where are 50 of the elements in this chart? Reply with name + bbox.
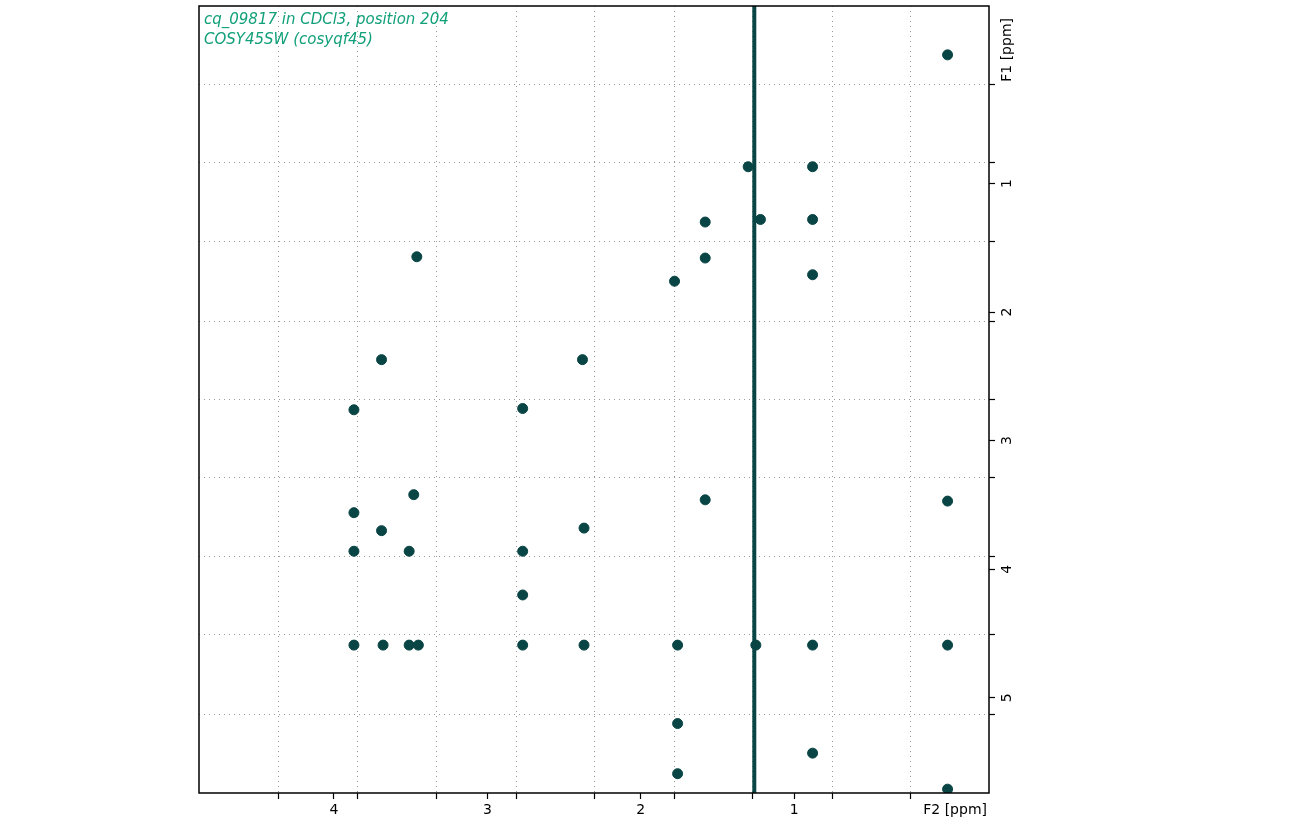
y-tick-label: 2 bbox=[997, 307, 1014, 317]
point bbox=[807, 747, 819, 759]
point bbox=[377, 639, 389, 651]
point bbox=[412, 639, 424, 651]
x-tick-label: 1 bbox=[789, 801, 799, 818]
point bbox=[807, 639, 819, 651]
point bbox=[411, 251, 423, 263]
point bbox=[578, 639, 590, 651]
y-tick-label: 3 bbox=[997, 436, 1014, 446]
y-axis-title: F1 [ppm] bbox=[997, 18, 1014, 82]
point bbox=[942, 495, 954, 507]
point bbox=[403, 639, 415, 651]
y-tick-label: 5 bbox=[997, 693, 1014, 703]
x-tick-label: 4 bbox=[329, 801, 339, 818]
x-axis-title: F2 [ppm] bbox=[923, 800, 987, 817]
point bbox=[699, 494, 711, 506]
point bbox=[942, 639, 954, 651]
point bbox=[807, 161, 819, 173]
point bbox=[577, 354, 588, 366]
point bbox=[942, 783, 954, 793]
point bbox=[517, 403, 529, 414]
point bbox=[669, 275, 681, 287]
point bbox=[750, 639, 762, 651]
point bbox=[807, 269, 819, 281]
chart-title: cq_09817 in CDCl3, position 204 bbox=[204, 10, 449, 29]
point bbox=[672, 639, 684, 651]
point bbox=[408, 489, 420, 501]
point bbox=[376, 525, 388, 537]
point bbox=[517, 639, 529, 651]
point bbox=[699, 252, 711, 264]
point bbox=[348, 404, 360, 416]
point bbox=[672, 718, 684, 730]
point bbox=[672, 768, 684, 780]
point bbox=[578, 522, 590, 534]
point bbox=[517, 589, 529, 601]
point bbox=[807, 213, 819, 225]
point bbox=[348, 507, 360, 519]
point bbox=[348, 545, 360, 557]
y-tick-label: 1 bbox=[997, 179, 1014, 188]
point bbox=[942, 49, 954, 61]
text: COSY45SW (cosyqf45) bbox=[204, 30, 373, 48]
point bbox=[348, 639, 360, 651]
point bbox=[403, 545, 415, 557]
point bbox=[517, 545, 529, 557]
point bbox=[742, 161, 754, 173]
point bbox=[376, 354, 388, 366]
x-tick-label: 2 bbox=[636, 801, 646, 818]
x-tick-label: 3 bbox=[482, 801, 492, 818]
y-tick-label: 4 bbox=[997, 564, 1014, 574]
point bbox=[699, 216, 711, 228]
